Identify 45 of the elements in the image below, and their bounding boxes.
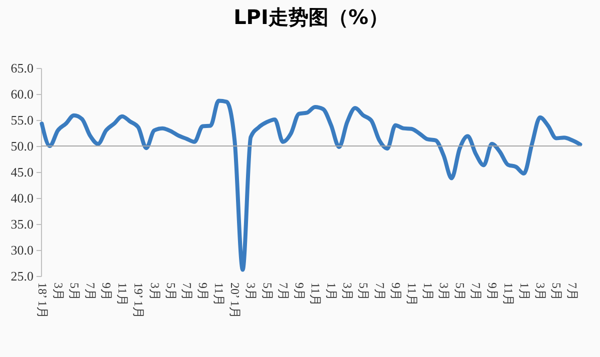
x-tick-label: 1月 xyxy=(324,282,339,300)
x-tick-label: 5月 xyxy=(550,282,564,300)
x-tick-label: 11月 xyxy=(501,282,516,306)
x-tick-label: 9月 xyxy=(388,282,403,300)
x-tick-label: 9月 xyxy=(292,282,306,300)
chart-title: LPI走势图（%） xyxy=(234,5,388,29)
x-tick-label: 3月 xyxy=(148,282,162,300)
x-tick-label: 3月 xyxy=(51,282,66,300)
x-tick-label: 5月 xyxy=(67,282,82,300)
x-tick-label: 11月 xyxy=(308,282,323,306)
x-tick-label: 7月 xyxy=(180,282,194,300)
x-tick-label: 5月 xyxy=(164,282,178,300)
x-tick-label: 5月 xyxy=(453,282,468,300)
x-tick-label: 11月 xyxy=(116,282,130,306)
y-tick-label: 50.0 xyxy=(10,138,34,154)
x-tick-label: 11月 xyxy=(404,282,419,306)
x-tick-label: 9月 xyxy=(100,282,114,300)
x-tick-label: 9月 xyxy=(485,282,500,300)
x-tick-label: 7月 xyxy=(566,282,580,300)
x-tick-label: 3月 xyxy=(534,282,548,300)
x-tick-label: 7月 xyxy=(372,282,387,300)
x-tick-label: 18’ 1月 xyxy=(35,282,50,319)
y-tick-label: 45.0 xyxy=(10,164,34,180)
x-tick-label: 1月 xyxy=(517,282,532,300)
x-tick-label: 7月 xyxy=(469,282,484,300)
x-tick-label: 7月 xyxy=(84,282,98,300)
y-tick-label: 55.0 xyxy=(10,112,34,128)
x-tick-label: 1月 xyxy=(421,282,436,300)
x-tick-label: 9月 xyxy=(196,282,210,300)
y-tick-label: 35.0 xyxy=(10,216,34,232)
y-tick-label: 25.0 xyxy=(10,268,34,284)
x-tick-label: 3月 xyxy=(244,282,258,300)
y-tick-label: 60.0 xyxy=(10,86,34,102)
x-tick-label: 20’ 1月 xyxy=(228,282,242,319)
x-tick-label: 11月 xyxy=(212,282,226,306)
y-tick-label: 65.0 xyxy=(10,60,34,76)
x-tick-label: 5月 xyxy=(356,282,371,300)
x-tick-label: 19’ 1月 xyxy=(132,282,146,319)
x-tick-label: 3月 xyxy=(340,282,355,300)
y-tick-label: 30.0 xyxy=(10,242,34,258)
line-series xyxy=(40,98,582,272)
y-tick-label: 40.0 xyxy=(10,190,34,206)
x-tick-label: 7月 xyxy=(276,282,290,300)
x-tick-label: 5月 xyxy=(260,282,274,300)
x-tick-label: 3月 xyxy=(437,282,452,300)
